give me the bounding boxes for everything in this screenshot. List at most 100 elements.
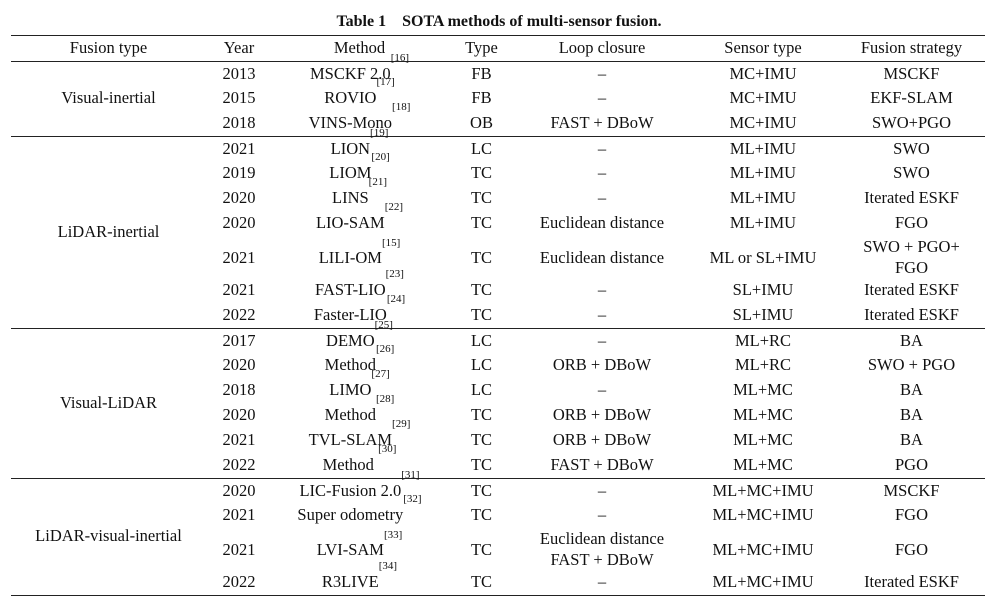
method-cell: MSCKF 2.0[16] bbox=[272, 52, 447, 86]
type-cell: TC bbox=[470, 213, 493, 233]
method-reference: [19] bbox=[370, 126, 389, 139]
fusion-strategy-cell: SWO bbox=[838, 161, 985, 186]
loop-closure-line: ORB + DBoW bbox=[552, 430, 652, 450]
fusion-type-cell: LiDAR-visual-inertial bbox=[35, 526, 182, 546]
loop-closure-line: – bbox=[597, 572, 607, 591]
year-cell: 2021 bbox=[222, 138, 256, 158]
loop-closure-cell: – bbox=[516, 503, 688, 528]
loop-closure-line: – bbox=[597, 480, 607, 500]
fusion-strategy-line: BA bbox=[900, 380, 923, 400]
method-reference: [24] bbox=[386, 293, 406, 305]
table-row: 2021 TVL-SLAM[29] TC ORB + DBoW ML+MC BA bbox=[11, 419, 985, 453]
sensor-type-line: SL+IMU bbox=[732, 280, 794, 300]
year-cell: 2019 bbox=[222, 163, 256, 183]
sensor-type-line: ML+MC+IMU bbox=[712, 505, 814, 525]
sensor-type-cell: ML or SL+IMU bbox=[688, 236, 838, 278]
type-cell: TC bbox=[470, 505, 493, 525]
loop-closure-cell: – bbox=[516, 478, 688, 503]
method-name: LION bbox=[330, 138, 371, 158]
type-cell: FB bbox=[471, 88, 492, 108]
loop-closure-cell: ORB + DBoW bbox=[516, 428, 688, 453]
sensor-type-line: ML or SL+IMU bbox=[709, 247, 817, 267]
year-cell: 2022 bbox=[222, 572, 256, 591]
fusion-strategy-line: FGO bbox=[894, 213, 928, 233]
year-cell: 2020 bbox=[222, 405, 256, 425]
method-cell: LVI-SAM[33] bbox=[272, 528, 447, 570]
fusion-strategy-cell: BA bbox=[838, 378, 985, 403]
method-name: R3LIVE bbox=[321, 572, 379, 591]
fusion-strategy-cell: EKF-SLAM bbox=[838, 86, 985, 111]
year-cell: 2021 bbox=[222, 505, 256, 525]
loop-closure-line: FAST + DBoW bbox=[550, 455, 654, 474]
year-cell: 2020 bbox=[222, 213, 256, 233]
fusion-strategy-cell: Iterated ESKF bbox=[838, 278, 985, 303]
fusion-strategy-line: SWO+PGO bbox=[872, 113, 951, 132]
loop-closure-line: – bbox=[597, 380, 607, 400]
loop-closure-cell: – bbox=[516, 278, 688, 303]
method-cell: LIMO[27] bbox=[272, 369, 447, 403]
method-name: LIC-Fusion 2.0 bbox=[299, 480, 402, 500]
table-header: Fusion type Year Method Type Loop closur… bbox=[11, 35, 985, 62]
header-row: Fusion type Year Method Type Loop closur… bbox=[11, 35, 985, 62]
method-cell: LIO-SAM[22] bbox=[272, 202, 447, 236]
method-cell: LILI-OM[15] bbox=[272, 236, 447, 278]
type-cell: TC bbox=[470, 247, 493, 267]
header-fusion-strategy: Fusion strategy bbox=[838, 35, 985, 62]
fusion-strategy-cell: SWO+PGO bbox=[838, 111, 985, 136]
sensor-type-line: ML+MC bbox=[733, 430, 793, 450]
method-name: Method bbox=[324, 355, 376, 375]
loop-closure-cell: – bbox=[516, 328, 688, 353]
type-cell: LC bbox=[470, 355, 493, 375]
sensor-type-cell: ML+MC+IMU bbox=[688, 478, 838, 503]
loop-closure-cell: Euclidean distance bbox=[516, 211, 688, 236]
table-row: 2021 Super odometry[32] TC – ML+MC+IMU FGO bbox=[11, 494, 985, 528]
year-cell: 2020 bbox=[222, 188, 256, 208]
year-cell: 2020 bbox=[222, 355, 256, 375]
table-group: LiDAR-inertial 2021 LION[19] LC – ML+IMU SWO 20… bbox=[11, 127, 985, 328]
fusion-strategy-cell: Iterated ESKF bbox=[838, 303, 985, 328]
fusion-strategy-cell: SWO + PGO+ FGO bbox=[838, 236, 985, 278]
fusion-strategy-line: Iterated ESKF bbox=[864, 280, 959, 300]
loop-closure-cell: FAST + DBoW bbox=[516, 453, 688, 478]
type-cell: LC bbox=[470, 330, 493, 350]
sensor-type-cell: ML+MC+IMU bbox=[688, 528, 838, 570]
table-row: 2020 Method[26] LC ORB + DBoW ML+RC SWO + PGO bbox=[11, 344, 985, 378]
sensor-type-cell: ML+MC+IMU bbox=[688, 570, 838, 595]
year-cell: 2017 bbox=[222, 330, 256, 350]
header-loop-closure: Loop closure bbox=[516, 35, 688, 62]
sensor-type-line: ML+IMU bbox=[729, 188, 797, 208]
loop-closure-cell: – bbox=[516, 570, 688, 595]
sensor-type-line: ML+IMU bbox=[729, 163, 797, 183]
type-cell: TC bbox=[470, 455, 493, 474]
method-cell: ROVIO[17] bbox=[272, 77, 447, 111]
table-row: 2022 Faster-LIO[24] TC – SL+IMU Iterated ESKF bbox=[11, 294, 985, 328]
fusion-strategy-cell: MSCKF bbox=[838, 478, 985, 503]
method-reference: [23] bbox=[385, 268, 404, 281]
sensor-type-cell: SL+IMU bbox=[688, 278, 838, 303]
sensor-type-line: ML+MC bbox=[733, 455, 793, 474]
method-name: LIO-SAM bbox=[315, 213, 385, 233]
loop-closure-line: Euclidean distance bbox=[539, 247, 665, 267]
sensor-type-line: MC+IMU bbox=[729, 113, 797, 132]
method-cell: Super odometry[32] bbox=[272, 494, 447, 528]
type-cell: TC bbox=[470, 405, 493, 425]
fusion-strategy-line: MSCKF bbox=[883, 63, 940, 83]
sensor-type-cell: MC+IMU bbox=[688, 61, 838, 86]
fusion-type-cell: LiDAR-inertial bbox=[57, 221, 160, 241]
type-cell: TC bbox=[470, 539, 493, 559]
year-cell: 2015 bbox=[222, 88, 256, 108]
sensor-type-cell: ML+MC bbox=[688, 403, 838, 428]
table-row: Visual-LiDAR 2017 DEMO[25] LC – ML+RC BA bbox=[11, 319, 985, 412]
sensor-type-cell: ML+MC bbox=[688, 378, 838, 403]
fusion-strategy-line: PGO bbox=[894, 455, 928, 474]
method-cell: Method[26] bbox=[272, 344, 447, 378]
sensor-type-line: ML+RC bbox=[734, 330, 792, 350]
sensor-type-cell: ML+MC bbox=[688, 428, 838, 453]
table-group: Visual-LiDAR 2017 DEMO[25] LC – ML+RC BA 2020 Me… bbox=[11, 319, 985, 478]
table-row: 2018 LIMO[27] LC – ML+MC BA bbox=[11, 369, 985, 403]
fusion-strategy-cell: FGO bbox=[838, 528, 985, 570]
method-name: LVI-SAM bbox=[316, 539, 384, 559]
method-reference: [26] bbox=[376, 343, 395, 356]
fusion-strategy-line: BA bbox=[900, 330, 923, 350]
